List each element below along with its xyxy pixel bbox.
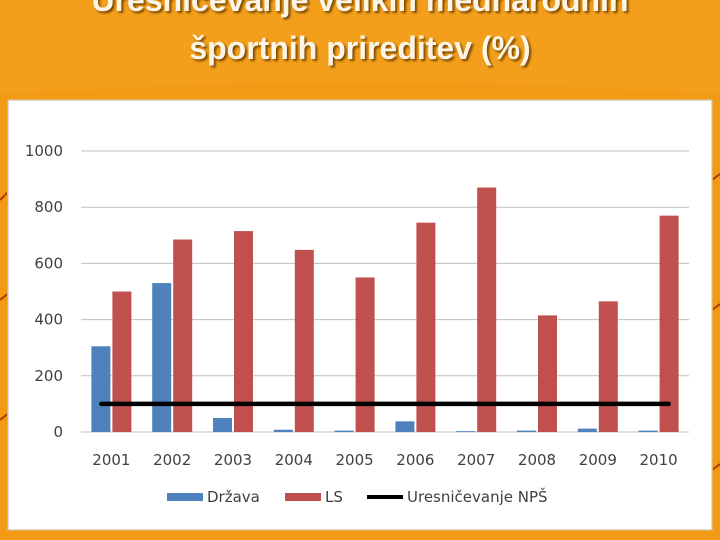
y-tick-label: 0 bbox=[53, 423, 63, 441]
x-tick-label-2004: 2004 bbox=[275, 451, 313, 469]
bar-ls-2002 bbox=[173, 239, 193, 432]
bar-dr-ava-2002 bbox=[152, 283, 172, 432]
y-tick-label: 800 bbox=[34, 198, 63, 216]
y-tick-label: 400 bbox=[34, 311, 63, 329]
bar-dr-ava-2007 bbox=[456, 431, 476, 432]
bar-ls-2007 bbox=[477, 187, 497, 432]
x-tick-label-2007: 2007 bbox=[457, 451, 495, 469]
bar-ls-2001 bbox=[112, 291, 132, 432]
legend-label-ls: LS bbox=[325, 488, 343, 506]
bar-chart: 0 200 400 600 800 1000 2001 2002 2003 2004 2005 200… bbox=[25, 142, 689, 506]
bar-ls-2008 bbox=[538, 315, 557, 432]
y-tick-label: 600 bbox=[34, 254, 63, 272]
bar-dr-ava-2003 bbox=[213, 417, 232, 432]
x-tick-label-2003: 2003 bbox=[214, 451, 252, 469]
bar-dr-ava-2008 bbox=[517, 430, 536, 432]
x-tick-label-2002: 2002 bbox=[153, 451, 191, 469]
bar-dr-ava-2010 bbox=[638, 430, 658, 432]
x-tick-label-2010: 2010 bbox=[640, 451, 678, 469]
chart-panel: 0 200 400 600 800 1000 2001 2002 2003 2004 2005 200… bbox=[8, 100, 712, 530]
bar-ls-2006 bbox=[416, 222, 436, 432]
x-tick-label-2005: 2005 bbox=[336, 451, 374, 469]
bar-ls-2004 bbox=[294, 249, 314, 432]
legend-swatch-ls bbox=[285, 493, 321, 501]
x-tick-label-2009: 2009 bbox=[579, 451, 617, 469]
bar-ls-2010 bbox=[659, 215, 679, 432]
legend-label-dr-ava: Država bbox=[207, 488, 260, 506]
x-tick-label-2006: 2006 bbox=[396, 451, 434, 469]
legend-swatch-dr-ava bbox=[167, 493, 203, 501]
bar-dr-ava-2001 bbox=[91, 346, 111, 432]
bar-dr-ava-2004 bbox=[273, 429, 293, 432]
slide-title-line-1: Uresničevanje velikih mednarodnih bbox=[91, 0, 629, 18]
bar-ls-2005 bbox=[355, 277, 375, 432]
slide-title-line-2: športnih prireditev (%) bbox=[189, 30, 531, 66]
x-tick-label-2001: 2001 bbox=[92, 451, 130, 469]
legend-label-uresni-evanje-np-: Uresničevanje NPŠ bbox=[407, 487, 548, 506]
bar-dr-ava-2006 bbox=[395, 421, 415, 432]
y-tick-label: 1000 bbox=[25, 142, 63, 160]
x-tick-label-2008: 2008 bbox=[518, 451, 556, 469]
bar-dr-ava-2009 bbox=[577, 428, 597, 432]
bar-ls-2003 bbox=[234, 231, 253, 432]
y-tick-label: 200 bbox=[34, 367, 63, 385]
bar-ls-2009 bbox=[598, 301, 618, 432]
bar-dr-ava-2005 bbox=[334, 430, 354, 432]
